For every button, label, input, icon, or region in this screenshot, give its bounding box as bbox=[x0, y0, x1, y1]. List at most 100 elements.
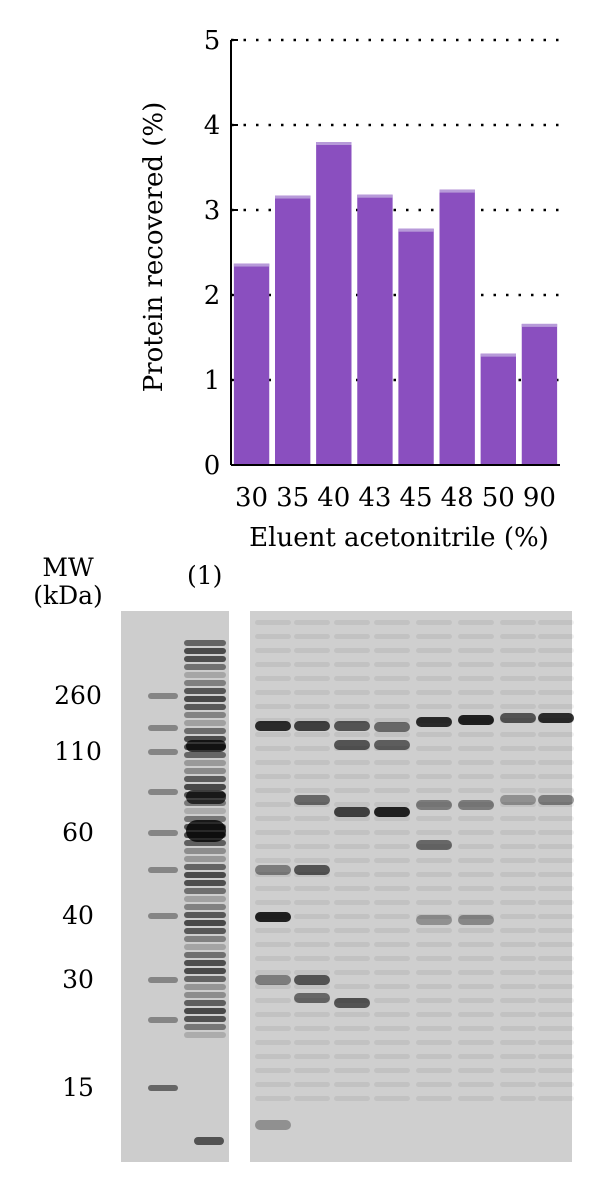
gel-smear bbox=[294, 774, 330, 779]
gel-smear bbox=[334, 928, 370, 933]
gel-smear bbox=[538, 928, 574, 933]
gel-smear bbox=[538, 732, 574, 737]
gel-band bbox=[458, 715, 494, 725]
bar-highlight bbox=[480, 353, 516, 357]
gel-smear bbox=[458, 732, 494, 737]
gel-band bbox=[458, 800, 494, 810]
gel-smear bbox=[374, 998, 410, 1003]
gel-smear bbox=[334, 858, 370, 863]
gel-band bbox=[255, 912, 291, 922]
lane1-band bbox=[184, 680, 226, 686]
gel-smear bbox=[458, 620, 494, 625]
gel-smear bbox=[416, 1054, 452, 1059]
gel-smear bbox=[255, 858, 291, 863]
gel-band bbox=[255, 865, 291, 875]
gel-panel-left bbox=[121, 611, 229, 1162]
gel-band bbox=[538, 795, 574, 805]
gel-smear bbox=[416, 802, 452, 807]
gel-smear bbox=[374, 676, 410, 681]
gel-band bbox=[538, 713, 574, 723]
lane1-band bbox=[184, 640, 226, 646]
mw-tick-label: 260 bbox=[54, 681, 102, 710]
bar bbox=[521, 323, 558, 465]
gel-band bbox=[458, 915, 494, 925]
x-tick-label: 90 bbox=[523, 483, 556, 513]
gel-smear bbox=[500, 774, 536, 779]
gel-smear bbox=[538, 746, 574, 751]
gel-smear bbox=[374, 1012, 410, 1017]
lane-label: (1) bbox=[187, 561, 223, 590]
lane1-band bbox=[184, 760, 226, 766]
lane1-band bbox=[184, 768, 226, 774]
gel-smear bbox=[458, 648, 494, 653]
gel-smear bbox=[374, 942, 410, 947]
gel-smear bbox=[458, 816, 494, 821]
gel-smear bbox=[416, 1068, 452, 1073]
x-axis-label: Eluent acetonitrile (%) bbox=[249, 523, 549, 553]
gel-smear bbox=[294, 676, 330, 681]
gel-smear bbox=[538, 984, 574, 989]
gel-band bbox=[500, 795, 536, 805]
gel-smear bbox=[294, 648, 330, 653]
lane1-band bbox=[184, 872, 226, 878]
x-tick-label: 50 bbox=[482, 483, 515, 513]
gel-smear bbox=[416, 620, 452, 625]
gel-smear bbox=[416, 942, 452, 947]
gel-smear bbox=[334, 704, 370, 709]
gel-smear bbox=[500, 858, 536, 863]
gel-smear bbox=[374, 956, 410, 961]
gel-smear bbox=[294, 844, 330, 849]
gel-smear bbox=[538, 1096, 574, 1101]
gel-smear bbox=[538, 844, 574, 849]
gel-smear bbox=[334, 1068, 370, 1073]
gel-smear bbox=[294, 914, 330, 919]
gel-smear bbox=[416, 886, 452, 891]
gel-smear bbox=[374, 788, 410, 793]
gel-smear bbox=[458, 634, 494, 639]
gel-smear bbox=[294, 690, 330, 695]
lane1-band bbox=[184, 728, 226, 734]
lane1-band bbox=[184, 920, 226, 926]
gel-smear bbox=[294, 788, 330, 793]
gel-smear bbox=[374, 802, 410, 807]
gel-smear bbox=[374, 928, 410, 933]
lane1-band bbox=[184, 848, 226, 854]
gel-smear bbox=[294, 816, 330, 821]
marker-band bbox=[148, 789, 178, 795]
gel-smear bbox=[458, 662, 494, 667]
gel-smear bbox=[500, 788, 536, 793]
gel-smear bbox=[416, 998, 452, 1003]
x-tick-label: 43 bbox=[358, 483, 391, 513]
gel-band bbox=[294, 865, 330, 875]
lane1-band bbox=[184, 896, 226, 902]
gel-band bbox=[416, 840, 452, 850]
gel-smear bbox=[255, 1068, 291, 1073]
gel-smear bbox=[416, 690, 452, 695]
gel-smear bbox=[416, 1040, 452, 1045]
gel-smear bbox=[294, 760, 330, 765]
gel-smear bbox=[255, 984, 291, 989]
gel-smear bbox=[538, 676, 574, 681]
gel-smear bbox=[500, 844, 536, 849]
gel-smear bbox=[500, 928, 536, 933]
gel-band bbox=[294, 721, 330, 731]
gel-band bbox=[255, 721, 291, 731]
lane1-band bbox=[184, 664, 226, 670]
gel-smear bbox=[374, 1068, 410, 1073]
gel-smear bbox=[458, 872, 494, 877]
gel-smear bbox=[294, 970, 330, 975]
bar-highlight bbox=[521, 323, 558, 327]
lane1-band bbox=[184, 928, 226, 934]
gel-smear bbox=[334, 942, 370, 947]
gel-band bbox=[334, 998, 370, 1008]
bar bbox=[439, 189, 475, 465]
gel-smear bbox=[416, 648, 452, 653]
gel-smear bbox=[416, 858, 452, 863]
gel-smear bbox=[416, 872, 452, 877]
gel-smear bbox=[374, 662, 410, 667]
gel-smear bbox=[294, 732, 330, 737]
gel-smear bbox=[500, 900, 536, 905]
gel-smear bbox=[500, 1082, 536, 1087]
gel-smear bbox=[416, 746, 452, 751]
